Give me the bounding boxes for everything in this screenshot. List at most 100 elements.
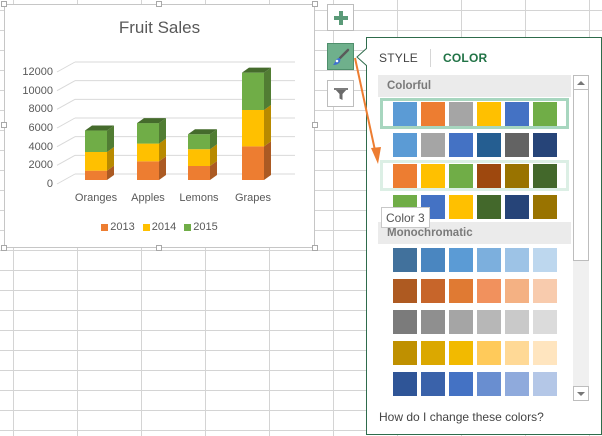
color-swatch bbox=[477, 340, 501, 365]
resize-handle-w[interactable] bbox=[1, 122, 7, 128]
color-swatch bbox=[421, 371, 445, 396]
resize-handle-n[interactable] bbox=[156, 1, 162, 7]
legend-swatch-icon bbox=[142, 223, 150, 231]
scroll-up-arrow-icon bbox=[577, 80, 585, 85]
color-scheme-option[interactable] bbox=[378, 129, 571, 160]
color-swatch bbox=[477, 247, 501, 272]
color-swatch bbox=[421, 278, 445, 303]
legend-label: 2015 bbox=[193, 221, 218, 233]
color-scheme-option[interactable] bbox=[380, 98, 569, 129]
y-tick-label: 12000 bbox=[22, 66, 53, 78]
bar-segment[interactable] bbox=[85, 147, 114, 171]
color-scheme-option[interactable] bbox=[378, 244, 571, 275]
color-tooltip: Color 3 bbox=[381, 207, 430, 228]
chart-elements-button[interactable] bbox=[327, 4, 354, 31]
legend-item[interactable]: 2015 bbox=[184, 221, 218, 233]
color-scheme-list[interactable]: Colorful Monochromatic bbox=[378, 75, 571, 401]
color-swatch bbox=[533, 163, 557, 188]
color-swatch bbox=[477, 101, 501, 126]
panel-pointer bbox=[356, 48, 368, 66]
color-swatch bbox=[477, 278, 501, 303]
color-swatch bbox=[477, 163, 501, 188]
scroll-down-button[interactable] bbox=[573, 386, 589, 401]
tab-color[interactable]: COLOR bbox=[443, 51, 488, 65]
help-link[interactable]: How do I change these colors? bbox=[379, 410, 544, 424]
scroll-thumb[interactable] bbox=[573, 89, 589, 261]
bar-segment[interactable] bbox=[137, 118, 166, 144]
color-swatch bbox=[393, 278, 417, 303]
color-swatch bbox=[533, 194, 557, 219]
color-swatch bbox=[393, 247, 417, 272]
panel-tabs: STYLE COLOR bbox=[379, 49, 487, 67]
bar-segment[interactable] bbox=[137, 156, 166, 180]
chart-legend[interactable]: 2013 2014 2015 bbox=[5, 221, 314, 233]
color-swatch bbox=[533, 247, 557, 272]
color-swatch bbox=[393, 309, 417, 334]
legend-item[interactable]: 2013 bbox=[101, 221, 135, 233]
bar-segment[interactable] bbox=[188, 129, 217, 150]
color-swatch bbox=[449, 309, 473, 334]
x-category-label: Oranges bbox=[74, 192, 118, 204]
color-swatch bbox=[505, 247, 529, 272]
color-swatch bbox=[533, 371, 557, 396]
bar-segment[interactable] bbox=[242, 67, 271, 110]
resize-handle-ne[interactable] bbox=[312, 1, 318, 7]
x-category-label: Apples bbox=[131, 192, 165, 204]
bar-segment[interactable] bbox=[242, 141, 271, 180]
color-scheme-option[interactable] bbox=[380, 160, 569, 191]
color-swatch bbox=[393, 163, 417, 188]
chart-filters-button[interactable] bbox=[327, 80, 354, 107]
bar-segment[interactable] bbox=[242, 105, 271, 147]
color-swatch bbox=[449, 101, 473, 126]
color-swatch bbox=[421, 340, 445, 365]
tab-style[interactable]: STYLE bbox=[379, 51, 419, 65]
color-scheme-option[interactable] bbox=[378, 275, 571, 306]
color-swatch bbox=[533, 309, 557, 334]
color-scheme-option[interactable] bbox=[378, 337, 571, 368]
color-swatch bbox=[533, 132, 557, 157]
resize-handle-sw[interactable] bbox=[1, 245, 7, 251]
paintbrush-icon bbox=[332, 48, 349, 65]
resize-handle-s[interactable] bbox=[156, 245, 162, 251]
chart-styles-button[interactable] bbox=[327, 43, 354, 70]
color-scheme-option[interactable] bbox=[378, 368, 571, 399]
bar-segment[interactable] bbox=[85, 165, 114, 180]
bar-segment[interactable] bbox=[137, 138, 166, 162]
x-category-label: Grapes bbox=[234, 192, 272, 204]
color-swatch bbox=[421, 132, 445, 157]
legend-label: 2013 bbox=[110, 221, 135, 233]
color-swatch bbox=[477, 194, 501, 219]
bar-segment[interactable] bbox=[188, 144, 217, 166]
bar-segment[interactable] bbox=[85, 125, 114, 152]
color-scheme-option[interactable] bbox=[378, 306, 571, 337]
color-swatch bbox=[393, 132, 417, 157]
color-swatch bbox=[393, 101, 417, 126]
color-swatch bbox=[505, 163, 529, 188]
color-swatch bbox=[477, 371, 501, 396]
x-category-label: Lemons bbox=[179, 192, 219, 204]
chart-title[interactable]: Fruit Sales bbox=[118, 18, 201, 37]
color-swatch bbox=[505, 132, 529, 157]
color-swatch bbox=[449, 194, 473, 219]
resize-handle-se[interactable] bbox=[312, 245, 318, 251]
y-tick-label: 6000 bbox=[28, 122, 53, 134]
y-tick-label: 4000 bbox=[28, 140, 53, 153]
color-swatch bbox=[393, 340, 417, 365]
chart-styles-panel: STYLE COLOR Colorful Monochromatic How do… bbox=[366, 37, 602, 435]
color-swatch bbox=[421, 247, 445, 272]
color-swatch bbox=[505, 309, 529, 334]
color-swatch bbox=[393, 371, 417, 396]
resize-handle-nw[interactable] bbox=[1, 1, 7, 7]
resize-handle-e[interactable] bbox=[312, 122, 318, 128]
color-swatch bbox=[421, 163, 445, 188]
scroll-up-button[interactable] bbox=[573, 75, 589, 90]
legend-item[interactable]: 2014 bbox=[142, 221, 176, 233]
color-swatch bbox=[449, 340, 473, 365]
vertical-scrollbar[interactable] bbox=[573, 75, 589, 401]
chart-area[interactable]: Fruit Sales 0 2000 4000 6000 8000 10000 12000 … bbox=[4, 4, 315, 248]
bar-segment[interactable] bbox=[188, 161, 217, 180]
plus-icon bbox=[333, 10, 348, 25]
y-tick-label: 10000 bbox=[22, 84, 53, 97]
color-swatch bbox=[477, 132, 501, 157]
plot-area bbox=[56, 61, 295, 185]
